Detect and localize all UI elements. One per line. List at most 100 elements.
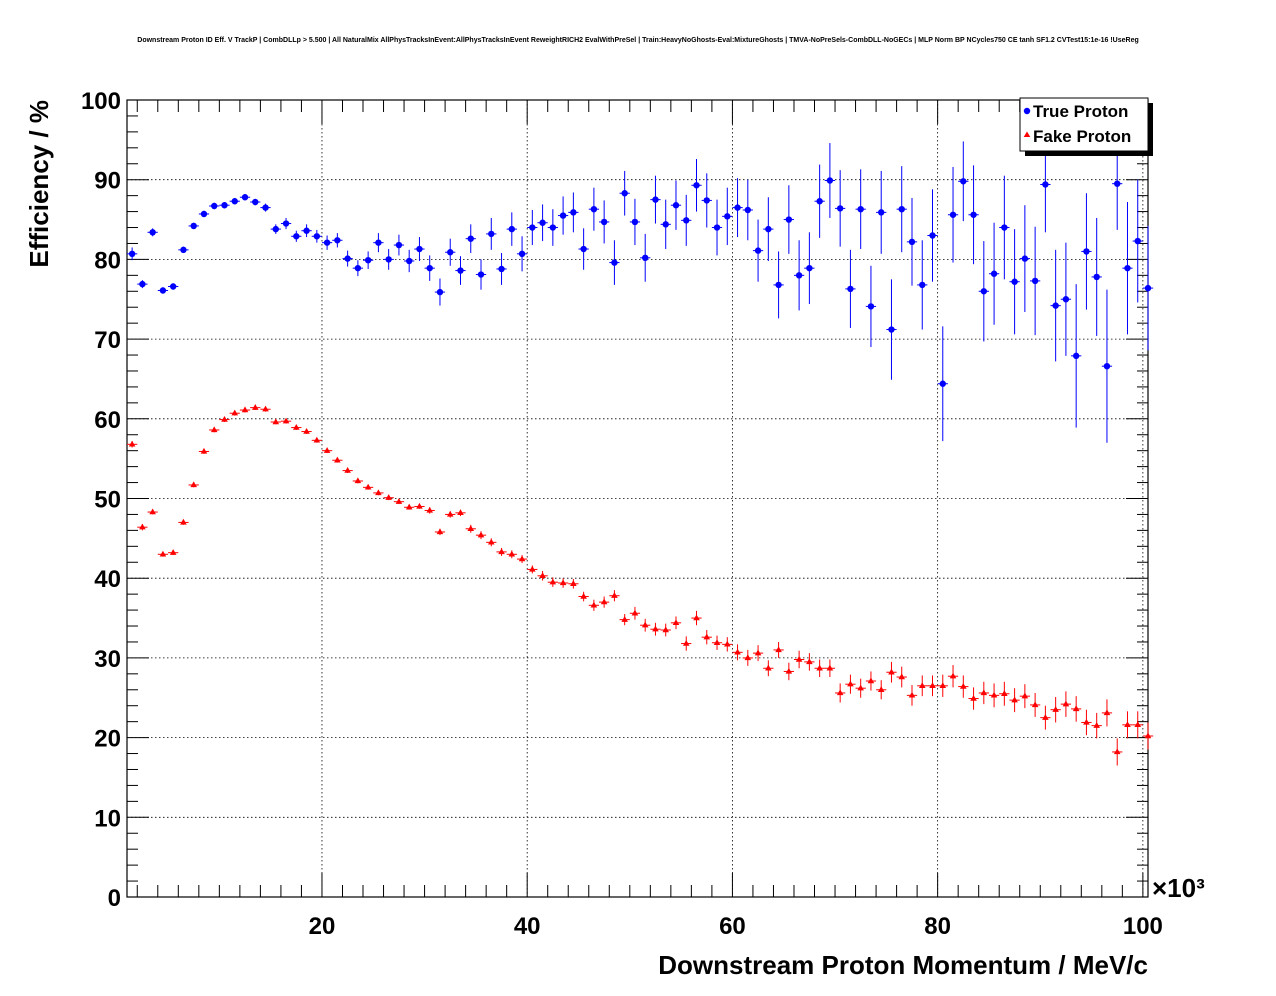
point-marker <box>590 205 598 213</box>
data-point-fake-proton <box>137 523 148 531</box>
data-point-true-proton <box>373 233 384 253</box>
point-marker <box>323 239 331 246</box>
data-point-true-proton <box>1081 193 1092 310</box>
point-marker <box>652 196 659 203</box>
data-point-fake-proton <box>178 518 189 525</box>
point-marker <box>693 614 700 621</box>
point-marker <box>1011 278 1018 285</box>
data-point-true-proton <box>947 166 959 263</box>
point-marker <box>190 481 197 488</box>
point-marker <box>590 601 598 608</box>
point-marker <box>949 211 957 218</box>
point-marker <box>477 271 485 278</box>
data-point-true-proton <box>865 265 877 348</box>
point-marker <box>323 447 331 453</box>
data-point-fake-proton <box>465 524 476 533</box>
data-point-true-proton <box>301 224 312 238</box>
point-marker <box>436 288 444 296</box>
point-marker <box>929 232 936 239</box>
point-marker <box>221 415 228 422</box>
point-marker <box>1103 362 1111 370</box>
data-point-fake-proton <box>1142 722 1154 750</box>
data-point-true-proton <box>609 240 620 285</box>
point-marker <box>1001 690 1008 696</box>
data-point-fake-proton <box>1050 696 1061 723</box>
point-marker <box>1144 284 1152 292</box>
point-marker <box>529 224 536 231</box>
point-marker <box>1114 180 1121 187</box>
point-marker <box>949 672 957 679</box>
data-point-fake-proton <box>168 549 179 556</box>
point-marker <box>816 664 823 671</box>
point-marker <box>621 190 628 197</box>
x-tick-label: 80 <box>924 913 951 940</box>
point-marker <box>498 265 505 273</box>
point-marker <box>241 406 249 413</box>
point-marker <box>847 680 854 687</box>
point-marker <box>1083 248 1090 255</box>
y-tick-label: 70 <box>94 327 121 354</box>
data-point-fake-proton <box>475 531 487 540</box>
data-point-true-proton <box>1029 226 1041 336</box>
x-tick-label: 20 <box>309 913 336 940</box>
point-marker <box>395 241 403 249</box>
data-point-fake-proton <box>496 547 507 556</box>
point-marker <box>149 508 156 515</box>
data-point-fake-proton <box>506 550 517 559</box>
data-point-fake-proton <box>301 427 312 434</box>
series-true-proton <box>127 136 1154 443</box>
data-point-fake-proton <box>547 577 558 587</box>
point-marker <box>723 640 731 647</box>
point-marker <box>395 498 403 504</box>
point-marker <box>1021 255 1029 262</box>
data-point-true-proton <box>404 249 415 273</box>
point-marker <box>806 264 813 272</box>
point-marker <box>159 287 167 294</box>
data-point-true-proton <box>332 233 343 248</box>
point-marker <box>313 436 321 443</box>
data-point-true-proton <box>260 203 271 212</box>
legend-label-true-proton: True Proton <box>1033 102 1128 121</box>
point-marker <box>200 447 208 454</box>
point-marker <box>641 254 649 262</box>
point-marker <box>878 209 885 216</box>
data-point-fake-proton <box>260 405 271 412</box>
data-point-true-proton <box>311 229 322 243</box>
point-marker <box>1052 302 1059 309</box>
data-point-fake-proton <box>691 610 702 626</box>
data-point-fake-proton <box>650 622 661 636</box>
data-point-fake-proton <box>209 426 220 433</box>
point-marker <box>662 626 670 633</box>
point-marker <box>939 380 946 387</box>
point-marker <box>334 456 341 463</box>
data-point-true-proton <box>804 232 815 305</box>
point-marker <box>580 245 587 253</box>
data-point-fake-proton <box>383 494 394 501</box>
point-marker <box>713 639 721 645</box>
point-marker <box>180 246 187 254</box>
point-marker <box>806 658 813 665</box>
point-marker <box>754 649 762 656</box>
data-point-fake-proton <box>486 538 497 547</box>
point-marker <box>231 198 238 205</box>
data-point-fake-proton <box>773 641 784 658</box>
data-point-true-proton <box>660 199 671 250</box>
data-point-true-proton <box>855 169 866 250</box>
point-marker <box>1103 709 1111 716</box>
data-point-true-proton <box>1050 249 1061 362</box>
point-marker <box>231 409 239 416</box>
point-marker <box>313 233 321 240</box>
point-marker <box>149 229 156 236</box>
data-point-true-proton <box>917 240 928 330</box>
point-marker <box>960 178 967 185</box>
data-point-fake-proton <box>414 502 425 509</box>
point-marker <box>990 270 998 277</box>
data-point-fake-proton <box>886 661 897 683</box>
data-point-fake-proton <box>321 447 333 454</box>
data-point-true-proton <box>701 173 712 228</box>
data-point-true-proton <box>732 178 743 238</box>
data-point-fake-proton <box>763 660 774 677</box>
data-point-true-proton <box>363 251 374 269</box>
data-point-fake-proton <box>157 550 169 557</box>
